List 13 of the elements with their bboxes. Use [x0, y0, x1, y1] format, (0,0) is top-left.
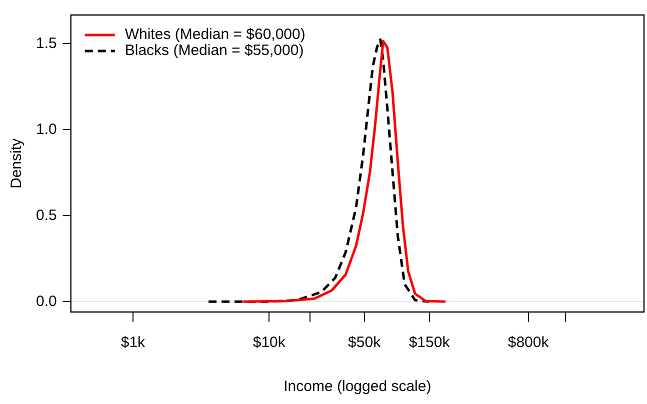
y-axis-title: Density — [8, 138, 26, 189]
x-axis-title: Income (logged scale) — [284, 378, 432, 396]
x-tick-label: $10k — [252, 334, 286, 352]
x-tick-label: $800k — [508, 334, 550, 352]
x-tick-label: $1k — [120, 334, 146, 352]
y-tick-label: 0.0 — [36, 292, 57, 310]
legend-label: Blacks (Median = $55,000) — [124, 42, 304, 60]
x-tick-label: $50k — [348, 334, 382, 352]
y-tick-label: 0.5 — [36, 206, 57, 224]
y-tick-label: 1.0 — [36, 120, 57, 138]
x-tick-label: $150k — [408, 334, 450, 352]
y-tick-label: 1.5 — [36, 34, 57, 52]
legend-label: Whites (Median = $60,000) — [124, 26, 306, 44]
